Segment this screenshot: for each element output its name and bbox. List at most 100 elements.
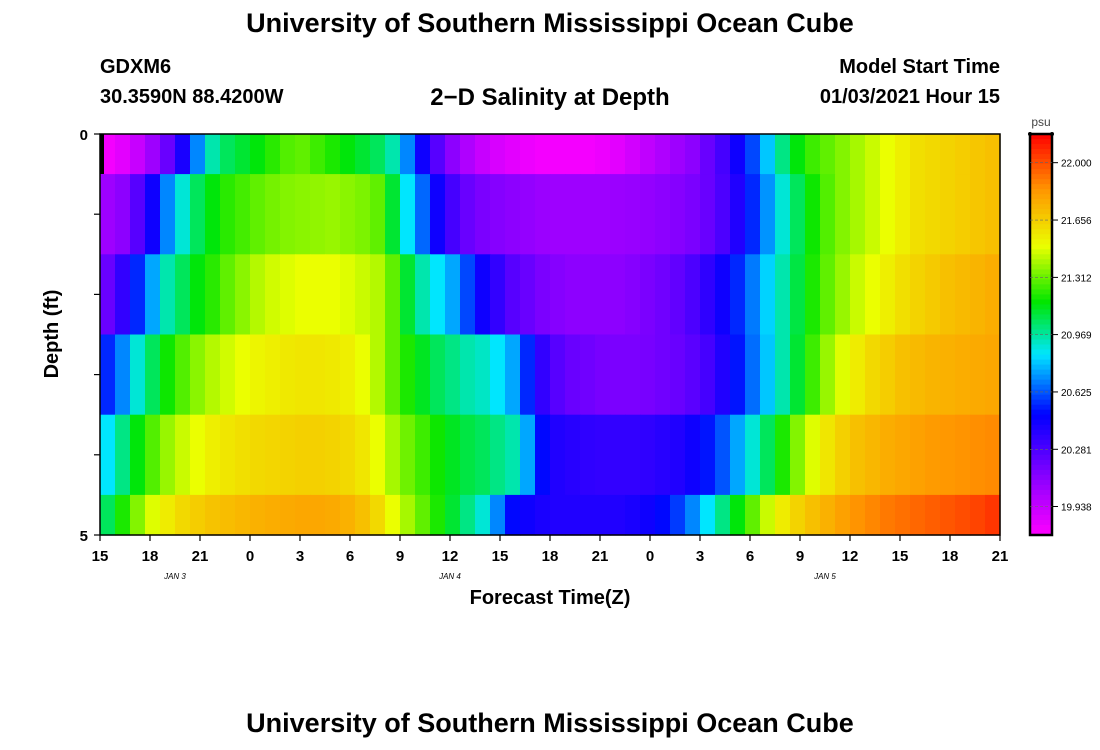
heatmap-cell [205,494,221,536]
heatmap-cell [325,414,341,496]
heatmap-cell [655,134,671,175]
heatmap-cell [850,134,866,175]
colorbar-corner [1028,132,1032,136]
y-tick-label: 0 [80,127,88,144]
colorbar-segment [1030,404,1052,411]
x-tick-label: 0 [646,548,654,565]
heatmap-cell [685,134,701,175]
heatmap-cell [460,494,476,536]
heatmap-cell [385,174,401,255]
colorbar-segment [1030,289,1052,295]
heatmap-cell [700,494,716,536]
heatmap-cell [970,494,986,536]
colorbar-segment [1030,449,1052,456]
heatmap-cell [880,134,896,175]
colorbar-segment [1030,359,1052,366]
heatmap-cell [955,134,971,175]
heatmap-cell [535,134,551,175]
heatmap-cell [685,334,701,416]
heatmap-cell [430,174,446,255]
heatmap-cell [790,254,806,336]
heatmap-cell [355,134,371,175]
heatmap-cell [520,254,536,336]
heatmap-cell [265,134,281,175]
heatmap-cell [385,254,401,336]
heatmap-cell [985,414,1001,496]
heatmap-cell [340,254,356,336]
heatmap-cell [325,254,341,336]
colorbar-segment [1030,309,1052,316]
x-tick-label: 12 [442,548,459,565]
heatmap-cell [580,254,596,336]
heatmap-cell [490,134,506,175]
heatmap-cell [100,254,116,336]
heatmap-cell [235,174,251,255]
heatmap-cell [490,254,506,336]
colorbar-segment [1030,304,1052,311]
heatmap-cell [325,134,341,175]
heatmap-cell [295,414,311,496]
heatmap-cell [190,334,206,416]
heatmap-cell [655,414,671,496]
heatmap-cell [745,414,761,496]
heatmap-cell [790,174,806,255]
heatmap-cell [865,494,881,536]
colorbar-segment [1030,324,1052,331]
heatmap-cell [715,494,731,536]
heatmap-cell [700,334,716,416]
colorbar-segment [1030,279,1052,285]
colorbar-segment [1030,484,1052,491]
heatmap-cell [865,174,881,255]
colorbar-segment [1030,374,1052,381]
heatmap-cell [880,494,896,536]
heatmap-cell [685,254,701,336]
heatmap-cell [790,494,806,536]
heatmap-cell [985,494,1001,536]
heatmap-cell [475,174,491,255]
heatmap-cell [835,254,851,336]
heatmap-cell [295,254,311,336]
heatmap-cell [415,134,431,175]
colorbar-segment [1030,454,1052,461]
heatmap-cell [640,494,656,536]
heatmap-cell [520,494,536,536]
colorbar-segment [1030,334,1052,341]
heatmap-cell [355,174,371,255]
colorbar-segment [1030,389,1052,396]
heatmap-cell [985,334,1001,416]
colorbar-segment [1030,139,1052,145]
heatmap-cell [610,494,626,536]
heatmap-cell [910,174,926,255]
station-id: GDXM6 [100,56,172,78]
heatmap-cell [655,494,671,536]
heatmap-cell [640,174,656,255]
colorbar-segment [1030,164,1052,170]
heatmap-cell [175,254,191,336]
heatmap-cell [970,134,986,175]
heatmap-cell [700,254,716,336]
heatmap-cell [715,254,731,336]
heatmap-cell [565,494,581,536]
heatmap-cell [100,174,116,255]
heatmap-cell [985,134,1001,175]
heatmap-cell [820,134,836,175]
heatmap-cell [850,254,866,336]
heatmap-cell [835,414,851,496]
colorbar-segment [1030,184,1052,190]
heatmap-cell [790,334,806,416]
colorbar-segment [1030,234,1052,240]
heatmap-cell [955,494,971,536]
colorbar-segment [1030,354,1052,361]
heatmap-cell [880,414,896,496]
heatmap-cell [475,414,491,496]
heatmap-cell [490,414,506,496]
heatmap-cell [775,334,791,416]
heatmap-cell [925,254,941,336]
heatmap-cell [475,134,491,175]
y-tick-label: 5 [80,528,88,545]
heatmap-cell [940,334,956,416]
heatmap-cell [505,414,521,496]
date-label: JAN 4 [438,572,461,581]
heatmap-cell [625,494,641,536]
heatmap-cell [805,174,821,255]
